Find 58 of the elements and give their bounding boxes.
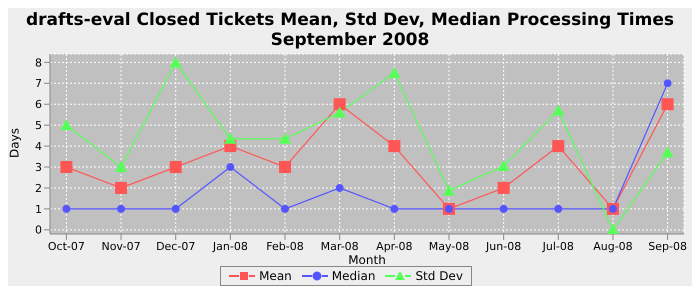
chart-title: drafts-eval Closed Tickets Mean, Std Dev, Median Processing Times September 2008 <box>25 10 675 50</box>
point <box>115 182 128 194</box>
point <box>390 204 398 213</box>
x-tick-label: Jun-08 <box>485 240 522 253</box>
y-axis-title: Days <box>7 128 22 158</box>
point <box>60 161 72 174</box>
legend-label: Mean <box>258 269 292 283</box>
point <box>172 204 180 213</box>
y-tick-label: 8 <box>35 56 42 70</box>
point <box>281 204 290 213</box>
y-tick-label: 4 <box>35 140 42 153</box>
point <box>554 204 562 213</box>
y-tick-label: 3 <box>35 160 42 174</box>
point <box>117 204 126 213</box>
point <box>336 184 344 192</box>
point <box>279 132 292 144</box>
x-tick-label: Jul-08 <box>542 240 574 253</box>
point <box>442 184 455 196</box>
x-tick-label: Apr-08 <box>376 240 412 253</box>
x-tick-label: Mar-08 <box>320 240 359 253</box>
point <box>334 106 346 118</box>
x-tick-label: Feb-08 <box>266 240 304 253</box>
point <box>388 66 400 78</box>
x-tick-label: Nov-07 <box>101 240 141 253</box>
point <box>498 182 510 194</box>
point <box>226 163 234 172</box>
point <box>170 161 182 174</box>
y-tick-label: 2 <box>35 182 42 195</box>
point <box>662 146 674 158</box>
point <box>552 104 564 116</box>
point <box>664 79 672 88</box>
point <box>388 140 400 152</box>
point <box>334 98 346 110</box>
legend-label: Std Dev <box>414 269 463 283</box>
x-tick-label: Dec-07 <box>156 240 196 253</box>
y-tick-label: 1 <box>35 202 42 216</box>
legend-label: Median <box>330 269 376 283</box>
point <box>662 98 674 110</box>
point <box>606 224 619 234</box>
y-tick-label: 7 <box>35 77 42 90</box>
x-tick-label: Jan-08 <box>212 240 248 253</box>
point <box>170 56 182 68</box>
point <box>279 161 292 174</box>
y-tick-label: 5 <box>35 119 42 132</box>
y-tick-label: 6 <box>35 98 42 112</box>
point <box>115 161 128 172</box>
y-tick-label: 0 <box>35 224 42 237</box>
point <box>498 160 510 171</box>
x-tick-label: May-08 <box>428 240 470 253</box>
x-tick-label: Oct-07 <box>48 240 85 253</box>
point <box>224 132 236 144</box>
point <box>60 119 72 130</box>
point <box>500 204 508 213</box>
x-tick-label: Aug-08 <box>593 240 633 253</box>
point <box>62 204 70 213</box>
point <box>552 140 564 152</box>
x-axis-title: Month <box>348 253 386 267</box>
x-tick-label: Sep-08 <box>648 240 687 253</box>
